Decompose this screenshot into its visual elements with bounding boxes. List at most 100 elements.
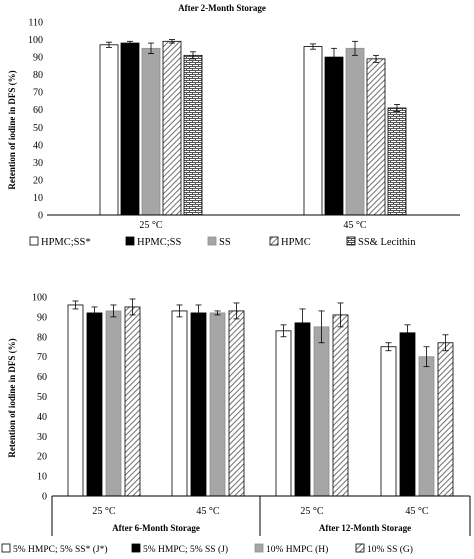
bar [324, 56, 344, 216]
error-bar [169, 39, 175, 44]
legend-swatch [269, 236, 279, 246]
legend-swatch [1, 543, 11, 553]
legend-swatch [29, 236, 39, 246]
error-bar [394, 104, 400, 112]
chart-2-category-label: 25 °C [300, 506, 323, 517]
chart-1-error-bars [106, 39, 400, 112]
chart-2-ylabel: Retention of iodine in DFS (%) [7, 338, 17, 457]
bar [303, 46, 323, 216]
legend-swatch [125, 236, 135, 246]
y-tick-label: 50 [37, 392, 47, 403]
error-bar [106, 41, 112, 48]
error-bar [127, 40, 133, 46]
y-tick-label: 30 [33, 158, 43, 169]
y-tick-label: 0 [38, 211, 43, 222]
bar [209, 312, 226, 497]
legend-label: 5% HMPC; 5% SS (J) [143, 544, 228, 555]
error-bar [404, 324, 411, 342]
y-tick-label: 70 [33, 88, 43, 99]
bar [228, 310, 245, 497]
y-tick-label: 40 [37, 412, 47, 423]
y-tick-label: 40 [33, 140, 43, 151]
chart-2: Retention of iodine in DFS (%) 0 10 20 30 40… [1, 293, 471, 555]
bar [99, 44, 119, 216]
error-bar [331, 47, 337, 67]
chart-1-legend: HPMC;SS* HPMC;SS SS HPMC SS& Lecithin [29, 236, 416, 248]
bar [313, 326, 330, 497]
y-tick-label: 70 [37, 352, 47, 363]
y-tick-label: 20 [37, 452, 47, 463]
bar [345, 47, 365, 216]
legend-swatch [254, 543, 264, 553]
y-tick-label: 100 [28, 35, 43, 46]
legend-swatch [346, 236, 356, 246]
bar [67, 304, 84, 497]
chart-2-bars [67, 304, 454, 497]
error-bar [373, 54, 379, 63]
bar [275, 330, 292, 497]
bar [171, 310, 188, 497]
legend-swatch [131, 543, 141, 553]
bar [105, 310, 122, 497]
y-tick-label: 50 [33, 123, 43, 134]
legend-label: SS& Lecithin [358, 237, 416, 248]
error-bar [148, 42, 154, 54]
error-bar [442, 334, 449, 352]
chart-1-ylabel: Retention of iodine in DFS (%) [7, 70, 17, 189]
error-bar [352, 40, 358, 56]
bar [183, 54, 203, 216]
error-bar [337, 302, 344, 328]
error-bar [72, 300, 79, 310]
chart-2-error-bars [72, 298, 449, 368]
error-bar [233, 302, 240, 320]
bar [332, 314, 349, 497]
y-tick-label: 20 [33, 175, 43, 186]
chart-1: After 2-Month Storage Retention of iodin… [7, 3, 460, 248]
y-tick-label: 0 [42, 492, 47, 503]
error-bar [299, 308, 306, 338]
y-tick-label: 80 [37, 332, 47, 343]
chart-1-title: After 2-Month Storage [178, 3, 266, 13]
bar [294, 322, 311, 497]
bar [418, 356, 435, 497]
chart-1-category-label: 45 °C [343, 220, 366, 231]
y-tick-label: 90 [37, 312, 47, 323]
bar [162, 40, 182, 216]
y-tick-label: 10 [33, 193, 43, 204]
chart-2-category-label: 25 °C [92, 506, 115, 517]
y-tick-label: 30 [37, 432, 47, 443]
legend-label: HPMC [281, 237, 311, 248]
error-bar [110, 304, 117, 318]
error-bar [310, 43, 316, 50]
legend-swatch [355, 543, 365, 553]
bar [387, 107, 407, 216]
chart-1-category-label: 25 °C [139, 220, 162, 231]
bar [141, 47, 161, 216]
bar [437, 342, 454, 497]
chart-2-group-label: After 6-Month Storage [112, 523, 200, 533]
bar [399, 332, 416, 497]
error-bar [91, 306, 98, 320]
chart-2-y-axis: 0 10 20 30 40 50 60 70 80 90 100 [32, 293, 47, 503]
legend-swatch [207, 236, 217, 246]
chart-2-category-label: 45 °C [405, 506, 428, 517]
bar [190, 312, 207, 497]
error-bar [385, 342, 392, 352]
bar [380, 346, 397, 497]
error-bar [423, 346, 430, 368]
chart-1-y-axis: 0 10 20 30 40 50 60 70 80 90 100 110 [28, 18, 43, 222]
y-tick-label: 60 [33, 105, 43, 116]
bar [86, 312, 103, 497]
error-bar [280, 324, 287, 338]
error-bar [318, 310, 325, 344]
error-bar [176, 304, 183, 318]
legend-label: HPMC;SS [137, 237, 182, 248]
y-tick-label: 60 [37, 372, 47, 383]
legend-label: SS [219, 237, 231, 248]
legend-label: 5% HMPC; 5% SS* (J*) [13, 544, 108, 555]
bar [120, 42, 140, 216]
chart-2-group-label: After 12-Month Storage [319, 523, 411, 533]
legend-label: 10% SS (G) [367, 544, 413, 555]
y-tick-label: 90 [33, 53, 43, 64]
